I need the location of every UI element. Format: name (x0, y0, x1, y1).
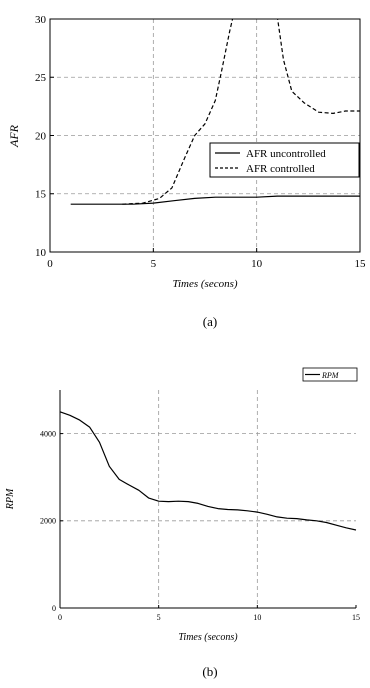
afr-series-dashed-line (122, 19, 360, 205)
rpm-y-ticks: 0 2000 4000 (40, 429, 63, 613)
rpm-y-tick-label: 4000 (40, 429, 56, 438)
afr-x-ticks: 0 5 10 15 (47, 248, 366, 270)
afr-panel-label: (a) (203, 314, 217, 329)
rpm-y-tick-label: 2000 (40, 517, 56, 526)
rpm-panel-label: (b) (202, 664, 217, 679)
rpm-x-tick-label: 15 (352, 613, 360, 622)
afr-y-tick-label: 20 (35, 130, 47, 142)
afr-legend-label-uncontrolled: AFR uncontrolled (246, 148, 326, 160)
rpm-y-tick-label: 0 (52, 604, 56, 613)
afr-y-axis-label: AFR (7, 124, 21, 148)
afr-legend-label-controlled: AFR controlled (246, 163, 315, 175)
afr-y-tick-label: 10 (35, 247, 47, 259)
rpm-grid (60, 390, 356, 608)
afr-legend-box (209, 142, 360, 178)
rpm-y-axis-label: RPM (5, 488, 16, 510)
afr-chart: 0 5 10 15 10 15 20 25 30 Times (secons) AFR AFR… (7, 14, 366, 329)
afr-x-tick-label: 5 (151, 258, 157, 270)
rpm-x-tick-label: 0 (58, 613, 62, 622)
rpm-lines (59, 411, 357, 531)
rpm-x-axis-label: Times (secons) (178, 632, 238, 643)
rpm-series-solid-line (59, 411, 357, 531)
afr-grid (50, 19, 360, 252)
afr-y-tick-label: 30 (35, 14, 47, 26)
afr-legend: AFR uncontrolled AFR controlled (209, 142, 360, 178)
rpm-x-tick-label: 5 (157, 613, 161, 622)
rpm-legend-label: RPM (321, 371, 340, 380)
afr-x-tick-label: 15 (355, 258, 367, 270)
afr-x-axis-label: Times (secons) (172, 278, 237, 290)
afr-lines (70, 19, 360, 205)
rpm-x-tick-label: 10 (253, 613, 261, 622)
afr-x-tick-label: 10 (251, 258, 263, 270)
rpm-legend-box (302, 367, 358, 382)
afr-y-tick-label: 25 (35, 72, 47, 84)
afr-series-solid-line (70, 195, 360, 205)
rpm-legend: RPM (302, 367, 358, 382)
afr-y-ticks: 10 15 20 25 30 (35, 14, 54, 259)
afr-x-tick-label: 0 (47, 258, 53, 270)
afr-y-tick-label: 15 (35, 189, 47, 201)
